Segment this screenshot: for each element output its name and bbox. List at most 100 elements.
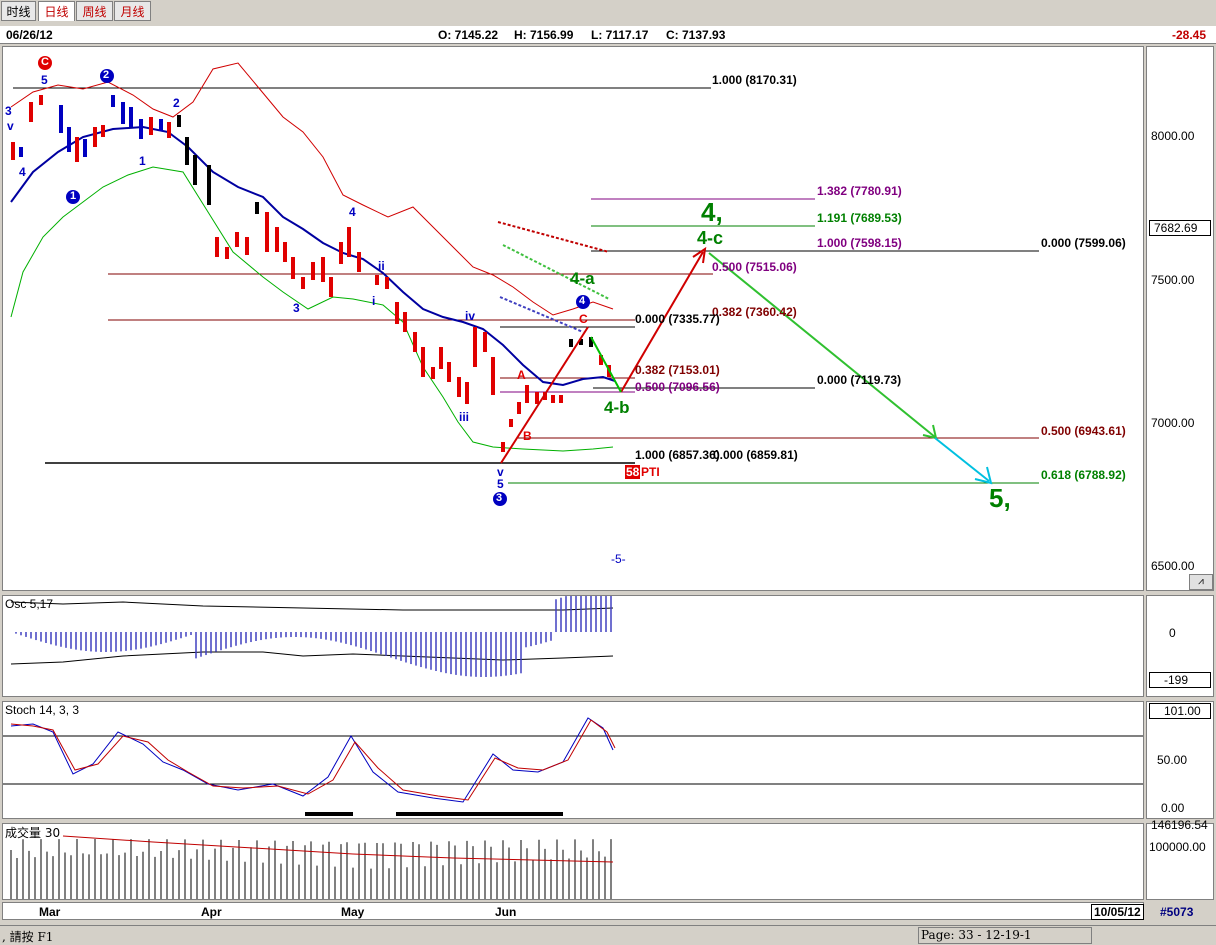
x-date-box: 10/05/12	[1091, 904, 1144, 920]
page-marker: -5-	[611, 552, 626, 566]
price-y-axis[interactable]: 8000.00 7500.00 7000.00 6500.00 7682.69 …	[1146, 46, 1214, 591]
tab-daily[interactable]: 日线	[38, 1, 75, 21]
wave-4-big-label: 4,	[701, 197, 723, 227]
red-dashed-trendline	[497, 221, 610, 253]
status-bar: , 請按 F1 Page: 33 - 12-19-1	[0, 925, 1216, 945]
wave-small-4: 4	[19, 165, 26, 179]
osc-title: Osc 5,17	[5, 597, 54, 611]
moving-average-line	[10, 125, 616, 387]
wave-c-small-label: C	[579, 312, 588, 326]
volume-tick: 100000.00	[1149, 840, 1206, 854]
wave-small-v2: v	[497, 465, 504, 479]
wave-small-iii: iii	[459, 410, 470, 424]
wave-circle-2	[100, 69, 114, 83]
osc-chart	[10, 596, 614, 677]
zoom-icon[interactable]: ⩘	[1189, 574, 1213, 590]
wave-circle-3	[493, 492, 507, 506]
fib-label: 1.000 (6857.36)	[635, 448, 720, 462]
price-chart[interactable]	[3, 47, 1143, 590]
x-month: Apr	[201, 905, 222, 919]
y-tick: 7500.00	[1151, 273, 1195, 287]
wave-small-5: 5	[41, 73, 48, 87]
volume-y-axis: 146196.54 100000.00	[1146, 818, 1214, 900]
wave-small-v: v	[7, 119, 14, 133]
fib-label: 0.500 (7515.06)	[712, 260, 797, 274]
stoch-tick: 50.00	[1157, 753, 1188, 767]
fib-label: 1.000 (8170.31)	[712, 73, 797, 87]
record-id: #5073	[1160, 905, 1194, 919]
wave-small-3b: 3	[293, 301, 300, 315]
fib-label: 0.000 (6859.81)	[713, 448, 798, 462]
fib-label: 1.382 (7780.91)	[817, 184, 902, 198]
wave-4b-label: 4-b	[604, 398, 630, 417]
change-value: -28.45	[1172, 28, 1207, 42]
tab-weekly[interactable]: 周线	[76, 1, 113, 21]
wave-small-iv: iv	[465, 309, 476, 323]
fib-label: 0.500 (6943.61)	[1041, 424, 1126, 438]
open-value: O: 7145.22	[438, 28, 499, 42]
wave-5-big-label: 5,	[989, 483, 1011, 513]
lower-band-line	[10, 166, 614, 452]
wave-4-label: 4	[579, 295, 586, 307]
wave-b-label: B	[523, 429, 532, 443]
high-value: H: 7156.99	[514, 28, 574, 42]
stoch-chart	[3, 717, 1143, 816]
fib-label: 0.000 (7335.77)	[635, 312, 720, 326]
osc-tick: 0	[1169, 626, 1176, 640]
wave-1-label: 1	[70, 190, 77, 202]
wave-small-3: 3	[5, 104, 12, 118]
fib-label: 0.500 (7096.56)	[635, 380, 720, 394]
candlesticks	[11, 95, 611, 452]
wave-3-label: 3	[496, 492, 503, 504]
pti-label: PTI	[641, 465, 660, 479]
arrow-head	[692, 246, 707, 264]
green-arrow-down	[708, 252, 936, 438]
fib-label: 0.382 (7360.42)	[712, 305, 797, 319]
upper-band-line	[10, 62, 614, 316]
wave-4a-label: 4-a	[570, 269, 595, 288]
wave-small-4b: 4	[349, 205, 356, 219]
green-arrow-down	[590, 336, 622, 393]
volume-panel[interactable]: 成交量 30	[2, 823, 1144, 900]
fib-label: 0.000 (7599.06)	[1041, 236, 1126, 250]
ohlc-bar: 06/26/12 O: 7145.22 H: 7156.99 L: 7117.1…	[0, 26, 1216, 44]
pti-badge: 58	[625, 465, 641, 479]
stoch-value-box: 101.00	[1149, 703, 1211, 719]
status-help: , 請按 F1	[2, 930, 54, 944]
fib-label: 0.382 (7153.01)	[635, 363, 720, 377]
wave-2-label: 2	[103, 69, 110, 81]
close-value: C: 7137.93	[666, 28, 726, 42]
wave-small-i: i	[372, 294, 376, 308]
tab-monthly[interactable]: 月线	[114, 1, 151, 21]
wave-circle-4	[576, 295, 590, 309]
tab-hourly[interactable]: 时线	[1, 1, 36, 21]
y-tick: 8000.00	[1151, 129, 1195, 143]
y-tick: 7000.00	[1151, 416, 1195, 430]
low-value: L: 7117.17	[591, 28, 649, 42]
stoch-title: Stoch 14, 3, 3	[5, 703, 80, 717]
osc-panel[interactable]: Osc 5,17	[2, 595, 1144, 697]
price-chart-panel[interactable]: C 2 1 4 3 5 3 v 4 2 1 4 3 ii i iv iii v …	[2, 46, 1144, 591]
wave-a-label: A	[517, 368, 526, 382]
fib-label: 1.191 (7689.53)	[817, 211, 902, 225]
stoch-panel[interactable]: Stoch 14, 3, 3	[2, 701, 1144, 819]
wave-small-5b: 5	[497, 477, 504, 491]
volume-top-value: 146196.54	[1151, 818, 1208, 832]
osc-value-box: -199	[1149, 672, 1211, 688]
stoch-y-axis: 101.00 50.00 0.00	[1146, 701, 1214, 819]
last-price-box: 7682.69	[1149, 220, 1211, 236]
date-label: 06/26/12	[6, 28, 53, 42]
wave-small-2: 2	[173, 96, 180, 110]
x-month: May	[341, 905, 365, 919]
wave-circle-c	[38, 56, 52, 70]
volume-title: 成交量 30	[5, 826, 61, 840]
fib-label: 0.000 (7119.73)	[817, 373, 902, 387]
x-month: Mar	[39, 905, 61, 919]
x-axis: Mar Apr May Jun 10/05/12	[2, 902, 1144, 920]
wave-c-label: C	[41, 56, 49, 68]
wave-4c-label: 4-c	[697, 228, 724, 248]
wave-small-ii: ii	[378, 259, 385, 273]
fib-label: 1.000 (7598.15)	[817, 236, 902, 250]
red-arrow-up	[500, 326, 589, 464]
stoch-tick: 0.00	[1161, 801, 1185, 815]
